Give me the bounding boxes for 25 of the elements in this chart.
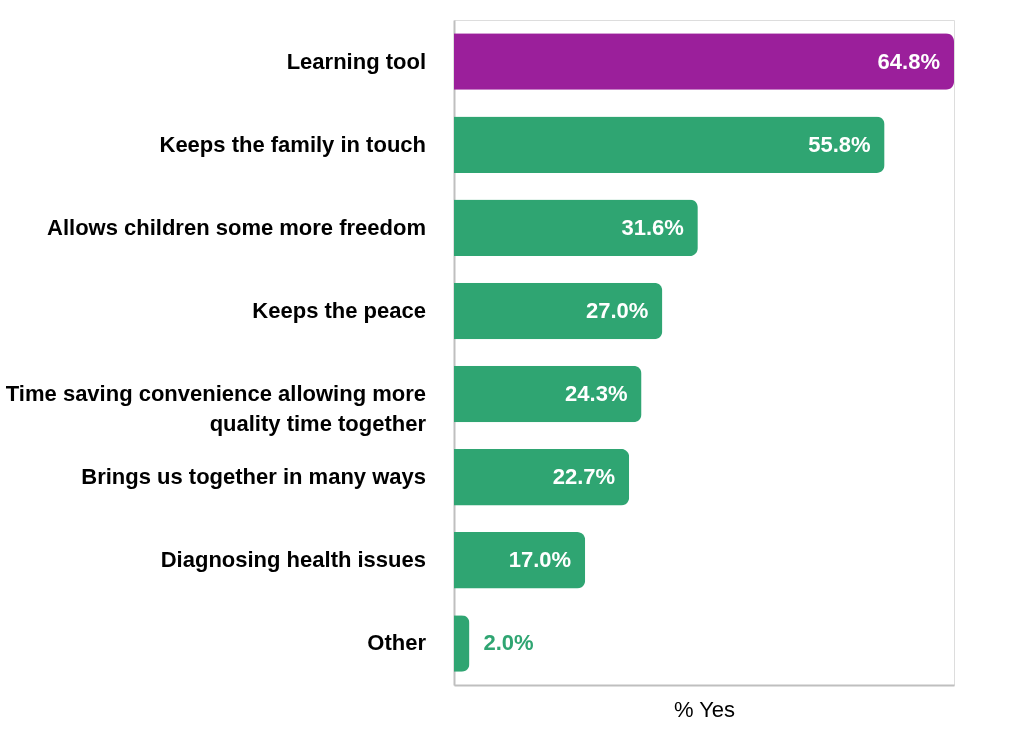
y-tick-label: Time saving convenience allowing more quality time together — [5, 381, 427, 437]
bar — [454, 365, 642, 423]
y-tick-label: Brings us together in many ways — [81, 464, 426, 490]
y-tick-label: Learning tool — [286, 48, 426, 74]
y-tick-label: Diagnosing health issues — [160, 547, 426, 573]
bar — [454, 33, 954, 90]
bar — [454, 448, 630, 506]
x-axis-title: % Yes — [673, 696, 736, 722]
data-label: 24.3% — [565, 381, 628, 407]
data-label: 55.8% — [808, 131, 871, 157]
y-tick-label: Other — [367, 630, 427, 656]
data-label: 27.0% — [585, 297, 649, 323]
data-label: 17.0% — [508, 547, 572, 573]
data-label: 22.7% — [552, 464, 616, 490]
bar — [454, 532, 586, 589]
y-tick-label: Keeps the family in touch — [159, 131, 426, 157]
bar — [454, 615, 470, 672]
bar — [454, 116, 885, 173]
data-label: 31.6% — [621, 214, 684, 240]
bar — [454, 282, 663, 340]
bar — [454, 199, 698, 257]
y-tick-label: Allows children some more freedom — [47, 214, 426, 240]
y-tick-label: Keeps the peace — [252, 297, 426, 323]
data-label: 64.8% — [877, 48, 940, 74]
data-label: 2.0% — [483, 630, 534, 656]
